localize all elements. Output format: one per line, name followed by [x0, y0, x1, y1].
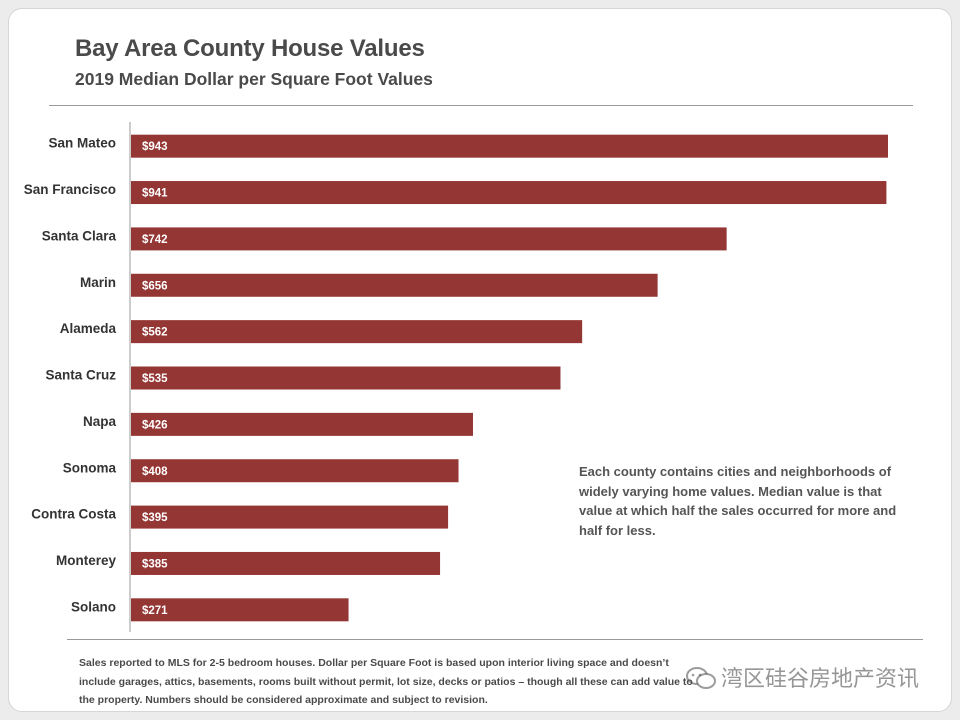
- annotation-note: Each county contains cities and neighbor…: [579, 464, 897, 538]
- category-label: Sonoma: [63, 460, 117, 475]
- chart-title: Bay Area County House Values: [75, 35, 425, 62]
- category-label: Santa Clara: [42, 228, 117, 243]
- data-label: $535: [142, 373, 168, 385]
- category-label: San Francisco: [24, 182, 116, 197]
- bar: [131, 412, 473, 436]
- category-label: San Mateo: [48, 136, 116, 151]
- bar: [131, 273, 658, 297]
- data-label: $408: [142, 466, 168, 478]
- bar: [131, 320, 583, 344]
- bar: [131, 134, 888, 158]
- data-label: $742: [142, 234, 168, 246]
- slide: Bay Area County House Values 2019 Median…: [8, 8, 952, 712]
- bar: [131, 598, 349, 622]
- category-label: Santa Cruz: [45, 368, 116, 383]
- bar: [131, 366, 561, 390]
- bar: [131, 551, 441, 575]
- data-label: $656: [142, 280, 168, 292]
- data-label: $271: [142, 605, 168, 617]
- category-label: Marin: [80, 275, 116, 290]
- category-label: Contra Costa: [31, 507, 116, 522]
- data-label: $943: [142, 141, 168, 153]
- title-divider: [49, 105, 913, 106]
- wechat-icon: [686, 667, 716, 689]
- category-label: Monterey: [56, 553, 117, 568]
- footer-divider: [67, 639, 923, 640]
- bar: [131, 227, 727, 251]
- watermark-text: 湾区硅谷房地产资讯: [721, 666, 920, 691]
- category-label: Solano: [71, 599, 116, 614]
- data-label: $941: [142, 188, 168, 200]
- category-label: Napa: [83, 414, 117, 429]
- category-label: Alameda: [60, 321, 117, 336]
- footnote: Sales reported to MLS for 2-5 bedroom ho…: [79, 657, 693, 706]
- bar: [131, 459, 459, 483]
- data-label: $426: [142, 419, 168, 431]
- chart-subtitle: 2019 Median Dollar per Square Foot Value…: [75, 69, 433, 89]
- data-label: $385: [142, 558, 168, 570]
- data-label: $562: [142, 327, 168, 339]
- bar: [131, 181, 887, 205]
- bar: [131, 505, 449, 529]
- data-label: $395: [142, 512, 168, 524]
